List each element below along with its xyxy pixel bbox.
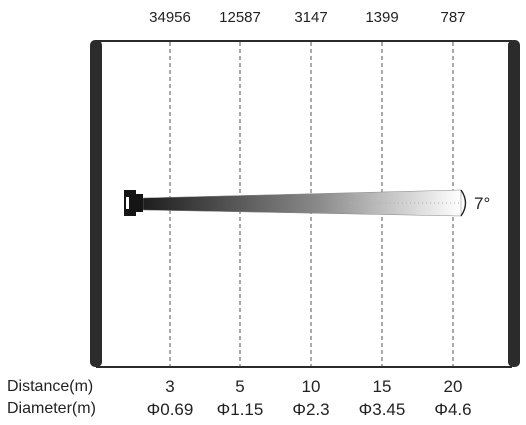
distance-value-5: 20 <box>444 377 463 396</box>
distance-value-1: 3 <box>165 377 174 396</box>
distance-value-3: 10 <box>302 377 321 396</box>
right-wall <box>508 40 520 367</box>
fixture-icon <box>124 190 143 216</box>
diameter-value-5: Φ4.6 <box>434 400 471 419</box>
diameter-value-4: Φ3.45 <box>359 400 406 419</box>
diameter-value-2: Φ1.15 <box>217 400 264 419</box>
distance-value-4: 15 <box>373 377 392 396</box>
distance-row-label: Distance(m) <box>7 378 93 395</box>
angle-bracket-icon <box>460 189 467 217</box>
diameter-values: Φ0.69 Φ1.15 Φ2.3 Φ3.45 Φ4.6 <box>147 400 472 419</box>
distance-value-2: 5 <box>235 377 244 396</box>
lux-value-1: 34956 <box>149 9 191 26</box>
lux-value-2: 12587 <box>219 9 261 26</box>
diameter-row-label: Diameter(m) <box>7 400 96 417</box>
diameter-value-3: Φ2.3 <box>292 400 329 419</box>
left-wall <box>90 40 102 367</box>
lux-values: 34956 12587 3147 1399 787 <box>149 9 465 26</box>
lux-value-5: 787 <box>440 9 465 26</box>
lux-value-3: 3147 <box>294 9 327 26</box>
beam-angle-label: 7° <box>474 194 490 213</box>
diameter-value-1: Φ0.69 <box>147 400 194 419</box>
distance-values: 3 5 10 15 20 <box>165 377 462 396</box>
lux-value-4: 1399 <box>365 9 398 26</box>
